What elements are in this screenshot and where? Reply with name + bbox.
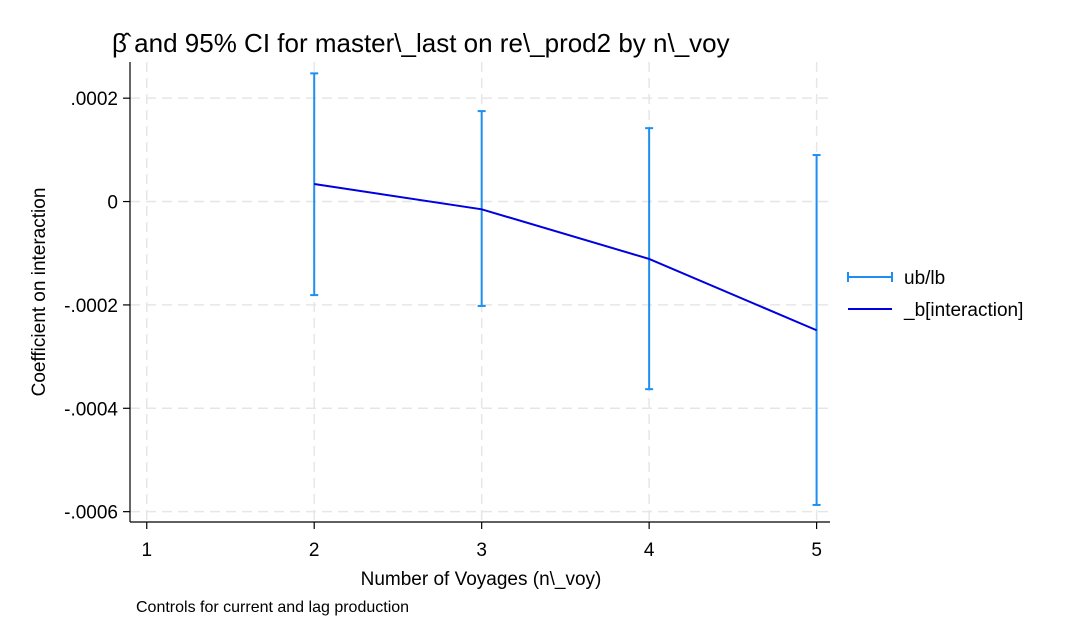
x-tick-label: 3 xyxy=(476,540,487,561)
legend-label-interaction: _b[interaction] xyxy=(903,300,1023,321)
series-ub-lb xyxy=(310,72,821,506)
y-tick-label: -.0002 xyxy=(64,296,118,317)
x-ticks: 1 2 3 4 5 xyxy=(141,522,822,561)
y-tick-label: 0 xyxy=(107,193,118,214)
legend-item-interaction: _b[interaction] xyxy=(848,300,1023,321)
series-interaction xyxy=(314,182,817,332)
axes xyxy=(129,62,830,523)
x-tick-label: 1 xyxy=(141,540,152,561)
x-tick-label: 2 xyxy=(309,540,320,561)
chart-note: Controls for current and lag production xyxy=(136,599,409,616)
series-line-interaction xyxy=(314,182,817,332)
x-axis-label: Number of Voyages (n\_voy) xyxy=(361,569,602,590)
y-ticks: .0002 0 -.0002 -.0004 -.0006 xyxy=(64,89,130,524)
y-axis-label: Coefficient on interaction xyxy=(29,188,50,397)
legend: ub/lb _b[interaction] xyxy=(847,268,1023,321)
legend-item-ub-lb: ub/lb xyxy=(847,268,945,289)
y-tick-label: -.0004 xyxy=(64,399,118,420)
legend-label-ub-lb: ub/lb xyxy=(904,268,945,289)
y-tick-label: .0002 xyxy=(70,89,118,110)
y-tick-label: -.0006 xyxy=(64,503,118,524)
chart-title: β̂ and 95% CI for master\_last on re\_pr… xyxy=(112,28,730,58)
x-tick-label: 4 xyxy=(644,540,655,561)
x-tick-label: 5 xyxy=(811,540,822,561)
